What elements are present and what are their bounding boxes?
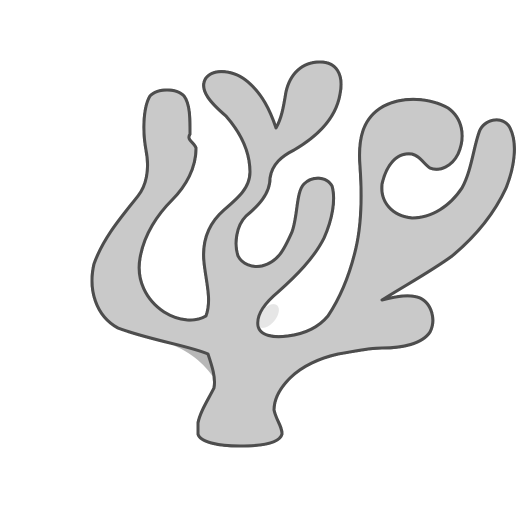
- coral-highlight: [257, 304, 279, 328]
